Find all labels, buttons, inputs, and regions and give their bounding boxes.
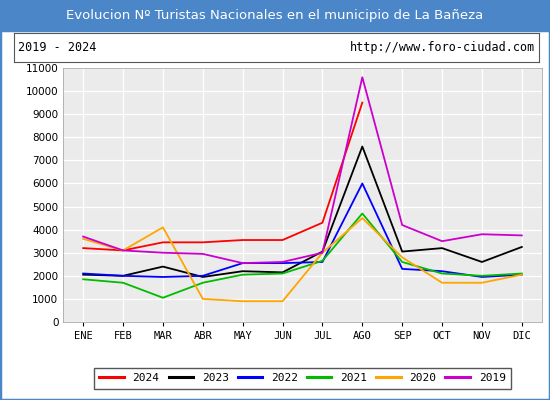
Text: 2019 - 2024: 2019 - 2024 xyxy=(18,41,96,54)
Text: http://www.foro-ciudad.com: http://www.foro-ciudad.com xyxy=(350,41,535,54)
Legend: 2024, 2023, 2022, 2021, 2020, 2019: 2024, 2023, 2022, 2021, 2020, 2019 xyxy=(94,368,512,389)
Text: Evolucion Nº Turistas Nacionales en el municipio de La Bañeza: Evolucion Nº Turistas Nacionales en el m… xyxy=(67,8,483,22)
